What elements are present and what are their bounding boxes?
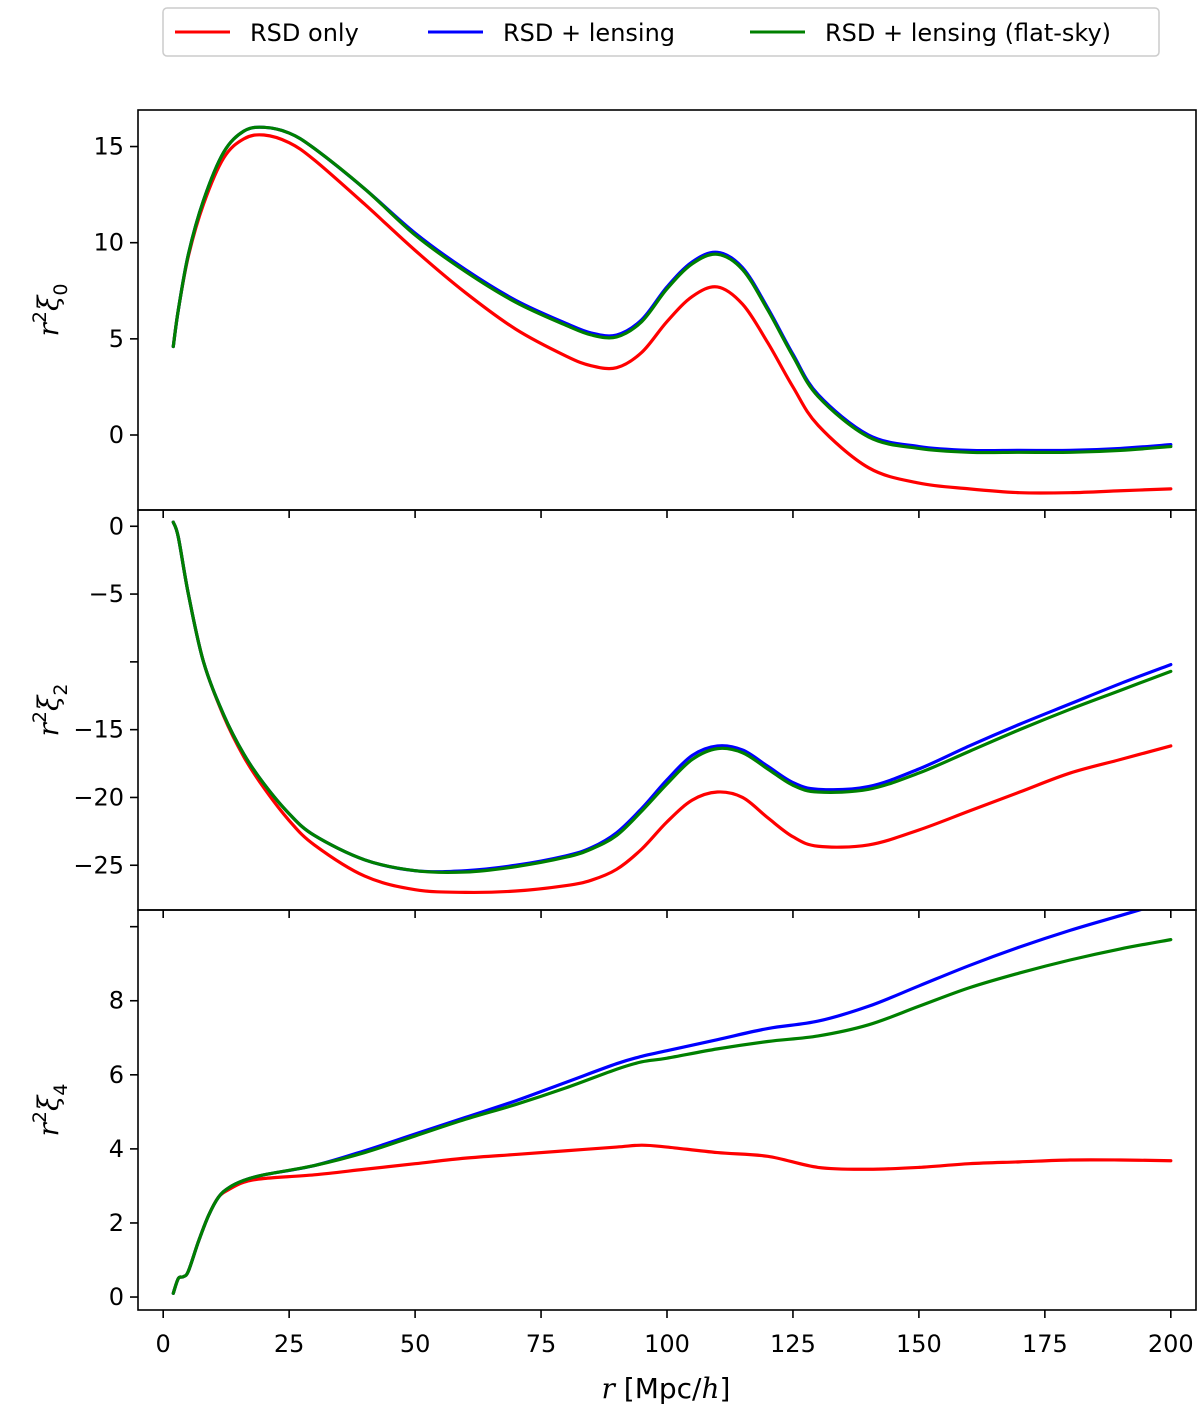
legend-frame [162,7,1160,57]
quadrupole-y-axis-label: r2ξ2 [29,684,72,737]
x-tick-label: 25 [274,1330,305,1358]
hexadecapole-line-rsd-lensing-flat-sky [171,938,1173,1295]
hexadecapole-y-tick-label: 4 [109,1135,124,1163]
quadrupole-y-tick-label: −5 [89,580,124,608]
x-tick-label: 125 [770,1330,816,1358]
x-axis-label: r [Mpc/h] [602,1372,731,1405]
quadrupole-y-tick-label: −20 [73,783,124,811]
monopole-y-tick-label: 5 [109,325,124,353]
legend-label-rsd-only: RSD only [250,19,359,47]
quadrupole-series [171,520,1173,895]
hexadecapole-y-axis-label: r2ξ4 [29,1084,72,1137]
hexadecapole-frame [137,909,1197,1311]
hexadecapole-y-tick-label: 6 [109,1061,124,1089]
legend-label-rsd-lensing: RSD + lensing [503,19,675,47]
hexadecapole-line-rsd-lensing [171,910,1145,1295]
legend-label-rsd-lensing-flat-sky: RSD + lensing (flat-sky) [825,19,1111,47]
x-tick-label: 100 [644,1330,690,1358]
panel-monopole: 0 5 10 15 r2ξ0 [29,109,1197,518]
panel-quadrupole: 0 −5 −15 −20 −25 r2ξ2 [29,509,1197,918]
monopole-line-rsd-lensing-flat-sky [171,125,1173,455]
monopole-y-axis-label: r2ξ0 [29,284,72,337]
monopole-y-tick-label: 15 [93,133,124,161]
panel-hexadecapole: 0 2 4 6 8 0 25 50 75 100 125 150 175 200 r2ξ4 [29,909,1197,1358]
monopole-series [171,125,1173,495]
hexadecapole-y-tick-label: 8 [109,987,124,1015]
hexadecapole-line-rsd-only [171,1143,1173,1295]
x-tick-label: 175 [1022,1330,1068,1358]
x-tick-label: 50 [400,1330,431,1358]
x-tick-label: 150 [896,1330,942,1358]
monopole-line-rsd-lensing [171,125,1173,453]
hexadecapole-series [171,910,1173,1295]
x-tick-label: 75 [526,1330,557,1358]
quadrupole-frame [137,509,1197,911]
hexadecapole-y-tick-label: 0 [109,1283,124,1311]
monopole-y-tick-label: 10 [93,229,124,257]
monopole-y-tick-label: 0 [109,421,124,449]
monopole-line-rsd-only [171,133,1173,495]
quadrupole-y-tick-label: −25 [73,851,124,879]
legend: RSD only RSD + lensing RSD + lensing (fl… [162,7,1160,57]
quadrupole-y-tick-label: −15 [73,716,124,744]
quadrupole-line-rsd-lensing-flat-sky [171,520,1173,875]
quadrupole-y-tick-label: 0 [109,512,124,540]
x-tick-label: 0 [156,1330,171,1358]
quadrupole-line-rsd-lensing [171,520,1173,874]
quadrupole-line-rsd-only [171,520,1173,895]
x-tick-label: 200 [1148,1330,1194,1358]
hexadecapole-y-tick-label: 2 [109,1209,124,1237]
